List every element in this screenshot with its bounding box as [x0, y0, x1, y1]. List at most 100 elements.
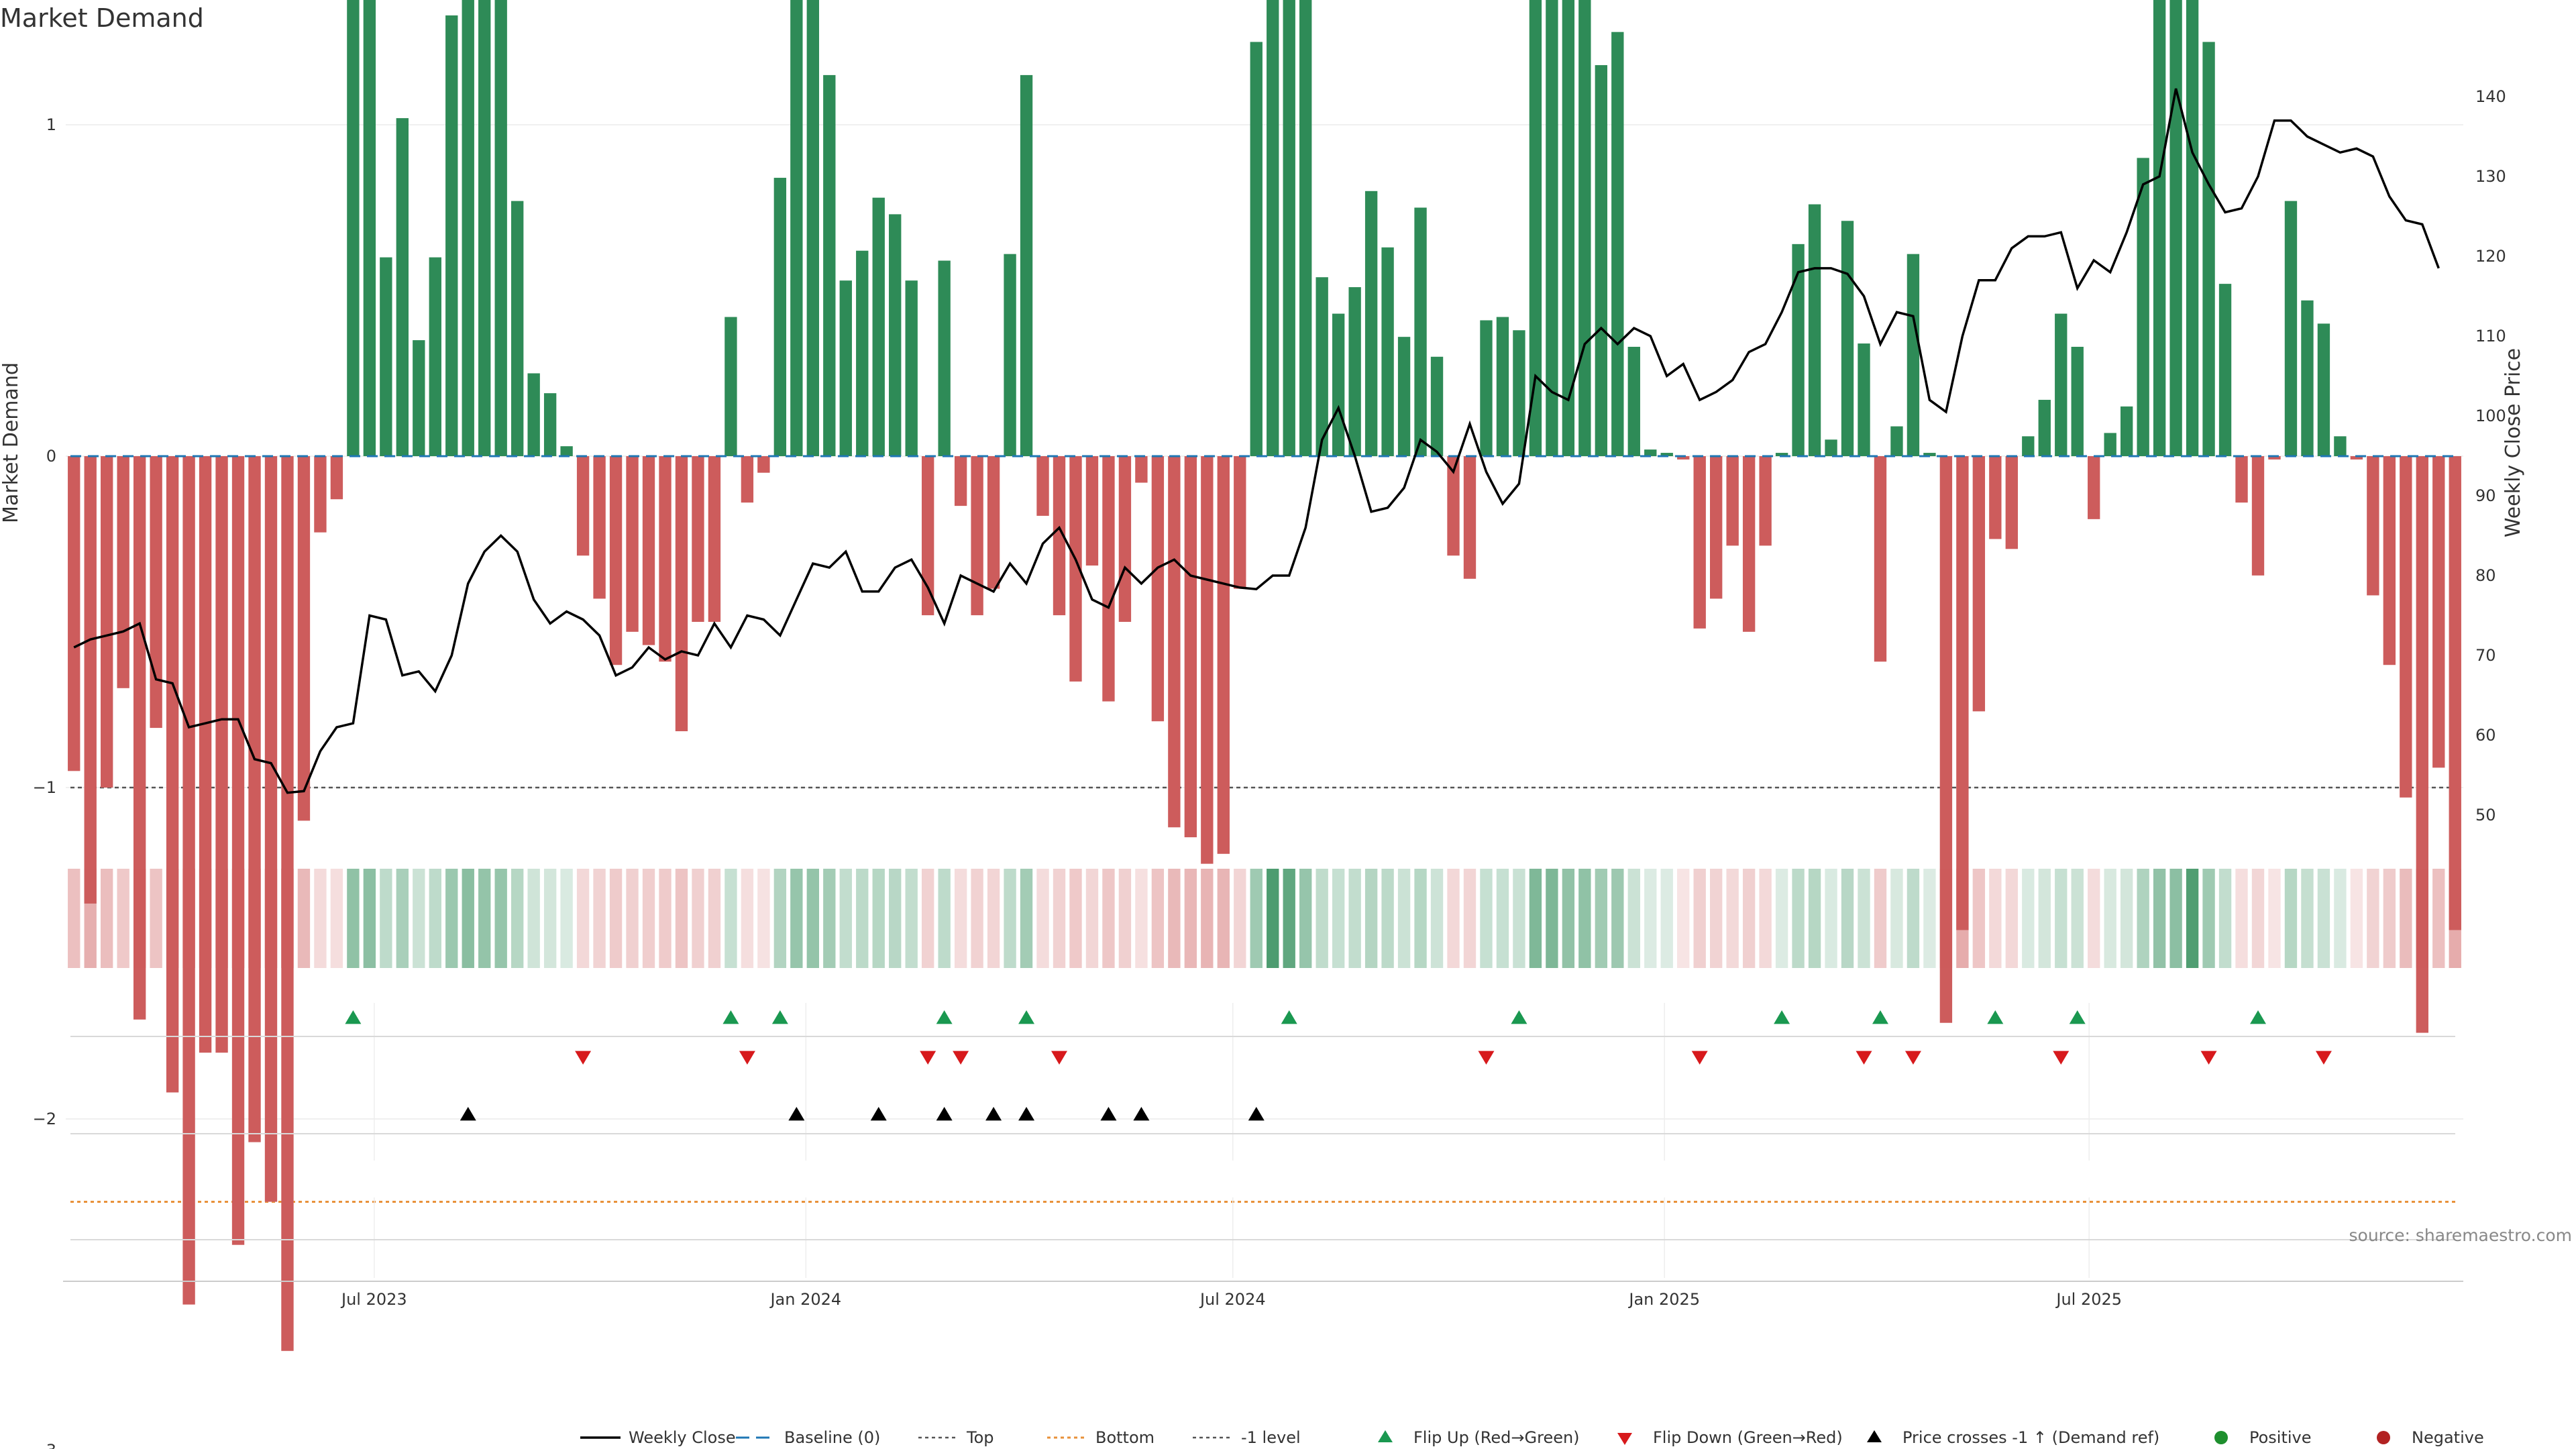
demand-bar: [1529, 0, 1542, 456]
heat-cell: [1956, 869, 1969, 968]
price-cross-marker: [788, 1107, 805, 1121]
legend-item-weekly_close: Weekly Close: [580, 1428, 736, 1447]
x-axis: Jul 2023 Jan 2024 Jul 2024 Jan 2025 Jul 2025: [340, 1290, 2122, 1309]
y2-tick-label: 50: [2475, 806, 2496, 824]
demand-bar: [1808, 204, 1821, 456]
y2-tick-label: 120: [2475, 247, 2506, 266]
demand-bar: [396, 118, 409, 456]
flip-down-marker: [1856, 1051, 1872, 1065]
y-tick-label: −3: [33, 1441, 56, 1449]
heat-cell: [692, 869, 704, 968]
heat-cell: [2383, 869, 2396, 968]
y-tick-label: −2: [33, 1110, 56, 1128]
legend-swatch: [1617, 1433, 1632, 1445]
reference-lines: [70, 786, 2455, 1203]
legend: Weekly Close Baseline (0) Top Bottom -1 leve…: [580, 1428, 2484, 1447]
demand-bar: [2104, 433, 2116, 456]
heat-cell: [1939, 869, 1953, 968]
demand-bar: [1775, 453, 1788, 456]
heat-cell: [314, 869, 327, 968]
heat-cell: [2120, 869, 2133, 968]
heat-cell: [609, 869, 623, 968]
legend-item-flip_down: Flip Down (Green→Red): [1617, 1428, 1843, 1447]
demand-bar: [2383, 456, 2396, 665]
demand-bar: [2400, 456, 2412, 798]
demand-bar: [2088, 456, 2100, 519]
demand-bar: [938, 260, 951, 456]
heat-cell: [1283, 869, 1295, 968]
demand-bar: [1710, 456, 1723, 599]
demand-bar: [1299, 0, 1312, 456]
heat-cell: [1775, 869, 1788, 968]
demand-bar: [314, 456, 327, 533]
demand-bar: [363, 0, 376, 457]
demand-bar: [724, 317, 737, 456]
demand-bar: [1825, 439, 1837, 456]
heat-cell: [1151, 869, 1165, 968]
demand-bar: [1644, 449, 1657, 456]
demand-bar: [2251, 456, 2265, 576]
heat-cell: [281, 869, 294, 968]
heat-cell: [1102, 869, 1115, 968]
demand-bar: [560, 446, 573, 456]
heat-cell: [462, 869, 474, 968]
demand-bar: [2137, 158, 2149, 456]
demand-bar: [1611, 32, 1624, 457]
price-cross-marker: [936, 1107, 953, 1121]
heat-cell: [396, 869, 409, 968]
heat-cell: [1135, 869, 1148, 968]
legend-item-bottom: Bottom: [1047, 1428, 1155, 1447]
heat-cell: [2071, 869, 2084, 968]
heat-cell: [1118, 869, 1132, 968]
heat-cell: [1546, 869, 1558, 968]
heat-cell: [626, 869, 639, 968]
y-tick-label: 0: [46, 447, 56, 466]
heat-cell: [1710, 869, 1723, 968]
demand-bar: [2120, 406, 2133, 456]
y2-tick-label: 70: [2475, 646, 2496, 665]
demand-bar: [1201, 456, 1214, 864]
demand-bar: [609, 456, 623, 665]
heat-cell: [297, 869, 311, 968]
demand-bar: [101, 456, 113, 788]
heat-cell: [2169, 869, 2182, 968]
demand-bar: [856, 250, 869, 456]
demand-bar: [543, 393, 557, 456]
legend-swatch: [1867, 1430, 1882, 1442]
demand-bar: [971, 456, 983, 616]
heat-cell: [231, 869, 245, 968]
demand-bar: [1989, 456, 2002, 539]
demand-bar: [2317, 323, 2330, 456]
demand-bar: [494, 0, 507, 456]
heat-cell: [413, 869, 425, 968]
demand-bar: [1168, 456, 1181, 828]
demand-bar: [1595, 65, 1608, 456]
demand-bar: [1217, 456, 1230, 854]
flip-down-marker: [1904, 1051, 1921, 1065]
demand-bar: [1381, 247, 1394, 456]
demand-bar: [2449, 456, 2461, 930]
gridlines: [66, 124, 2463, 1120]
demand-bar: [84, 456, 97, 904]
heat-cell: [1036, 869, 1049, 968]
demand-bar: [429, 257, 441, 456]
demand-bar: [330, 456, 343, 500]
x-tick-label: Jan 2024: [769, 1290, 841, 1309]
legend-item-cross: Price crosses -1 ↑ (Demand ref): [1867, 1428, 2159, 1447]
demand-bar: [1267, 0, 1279, 456]
demand-bar: [2301, 300, 2314, 456]
heat-cell: [1201, 869, 1214, 968]
demand-bar: [1151, 456, 1165, 722]
heat-cell: [1267, 869, 1279, 968]
heat-cell: [872, 869, 885, 968]
demand-bar: [675, 456, 688, 732]
heat-cell: [248, 869, 261, 968]
demand-bar: [642, 456, 655, 645]
heat-cell: [741, 869, 754, 968]
demand-bar: [1085, 456, 1099, 566]
demand-bar: [1562, 0, 1575, 456]
flip-down-marker: [1691, 1051, 1708, 1065]
demand-bar: [1923, 453, 1936, 456]
demand-bar: [2350, 456, 2363, 460]
heat-cell: [117, 869, 129, 968]
